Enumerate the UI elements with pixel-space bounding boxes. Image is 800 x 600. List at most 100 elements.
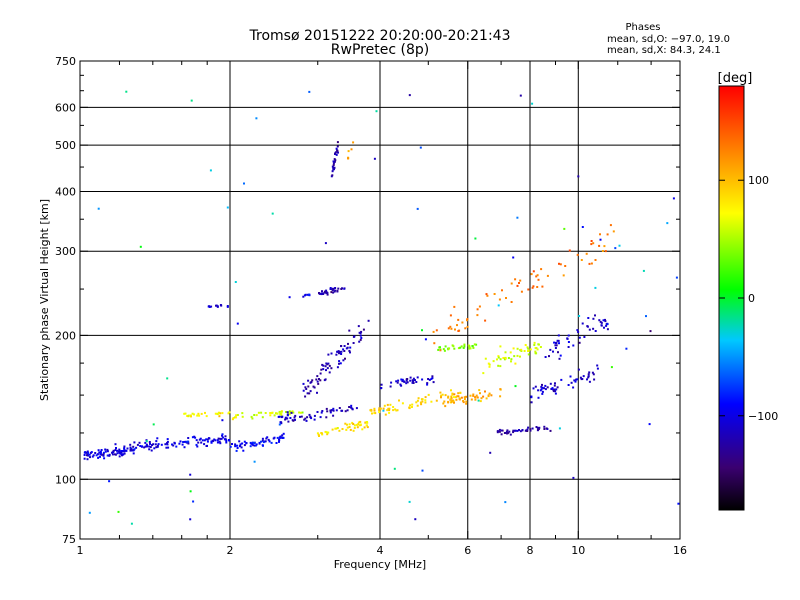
scatter-point [183, 440, 186, 443]
scatter-point [557, 351, 559, 354]
scatter-point [466, 318, 469, 320]
scatter-point [514, 278, 517, 281]
scatter-point [505, 430, 508, 433]
colorbar-tick-label: 100 [748, 174, 769, 187]
scatter-point [588, 262, 591, 265]
scatter-point [567, 341, 570, 343]
scatter-point [243, 440, 246, 443]
scatter-point [463, 396, 466, 399]
scatter-point [553, 341, 556, 344]
scatter-point [472, 394, 475, 397]
scatter-point [359, 423, 362, 426]
scatter-point [331, 174, 334, 177]
scatter-point [371, 412, 373, 415]
scatter-point [449, 314, 452, 317]
scatter-point [408, 500, 411, 503]
scatter-point [477, 399, 480, 402]
scatter-point [610, 366, 613, 369]
scatter-point [348, 349, 351, 352]
scatter-point [343, 350, 346, 352]
scatter-point [578, 341, 581, 344]
scatter-point [221, 433, 224, 436]
scatter-point [538, 426, 541, 429]
scatter-point [578, 336, 581, 339]
scatter-point [151, 444, 153, 447]
scatter-point [524, 344, 527, 346]
scatter-point [596, 364, 599, 367]
scatter-point [321, 290, 323, 293]
scatter-point [118, 455, 121, 458]
scatter-point [224, 435, 227, 438]
scatter-point [164, 443, 167, 446]
scatter-point [148, 441, 151, 443]
scatter-point [291, 410, 294, 413]
scatter-point [148, 448, 151, 451]
scatter-point [575, 378, 578, 381]
scatter-point [195, 443, 198, 446]
scatter-point [578, 315, 581, 317]
scatter-point [373, 407, 376, 410]
scatter-point [336, 149, 339, 152]
scatter-point [219, 442, 222, 445]
scatter-point [365, 424, 368, 427]
scatter-point [186, 415, 189, 417]
scatter-point [489, 451, 492, 454]
axis-ticks: 1 2 4 6 8 10 16 75 100 200 300 400 500 600 750 [55, 55, 687, 557]
scatter-point [599, 233, 601, 236]
scatter-point [125, 90, 128, 93]
scatter-point [439, 349, 442, 352]
scatter-point [534, 350, 537, 353]
scatter-point [152, 443, 155, 446]
scatter-point [581, 322, 584, 325]
scatter-point [586, 378, 588, 381]
scatter-point [330, 291, 333, 294]
scatter-point [474, 396, 477, 399]
scatter-point [514, 429, 517, 432]
scatter-point [395, 380, 398, 383]
scatter-point [321, 363, 324, 366]
scatter-point [594, 314, 596, 317]
scatter-point [536, 348, 539, 351]
scatter-point [275, 412, 277, 415]
scatter-point [236, 414, 239, 416]
scatter-point [389, 385, 392, 388]
scatter-point [286, 413, 289, 416]
scatter-point [568, 249, 571, 252]
y-tick-label: 500 [55, 139, 76, 152]
scatter-point [228, 411, 231, 414]
scatter-point [338, 362, 340, 365]
scatter-point [537, 343, 540, 346]
scatter-point [320, 368, 323, 371]
scatter-point [468, 347, 471, 350]
scatter-point [187, 414, 190, 417]
y-tick-label: 600 [55, 101, 76, 114]
scatter-point [554, 344, 557, 347]
scatter-point [401, 402, 404, 405]
scatter-point [239, 445, 242, 448]
scatter-point [352, 429, 355, 432]
scatter-point [349, 428, 352, 431]
scatter-point [231, 418, 234, 421]
scatter-point [392, 406, 395, 408]
scatter-point [253, 444, 256, 447]
scatter-point [241, 412, 244, 415]
scatter-point [496, 358, 498, 361]
scatter-point [462, 400, 465, 402]
scatter-point [416, 207, 419, 210]
scatter-point [466, 325, 469, 328]
scatter-point [588, 328, 591, 331]
scatter-point [373, 157, 376, 160]
scatter-point [214, 412, 217, 415]
scatter-point [150, 449, 153, 452]
scatter-point [548, 355, 550, 358]
scatter-point [210, 441, 213, 444]
x-tick-label: 10 [571, 544, 585, 557]
scatter-point [92, 454, 95, 457]
scatter-point [426, 383, 429, 386]
scatter-point [421, 378, 424, 381]
scatter-point [535, 426, 538, 428]
scatter-point [85, 451, 88, 454]
scatter-point [347, 157, 350, 160]
scatter-point [123, 448, 126, 451]
scatter-point [324, 365, 327, 368]
